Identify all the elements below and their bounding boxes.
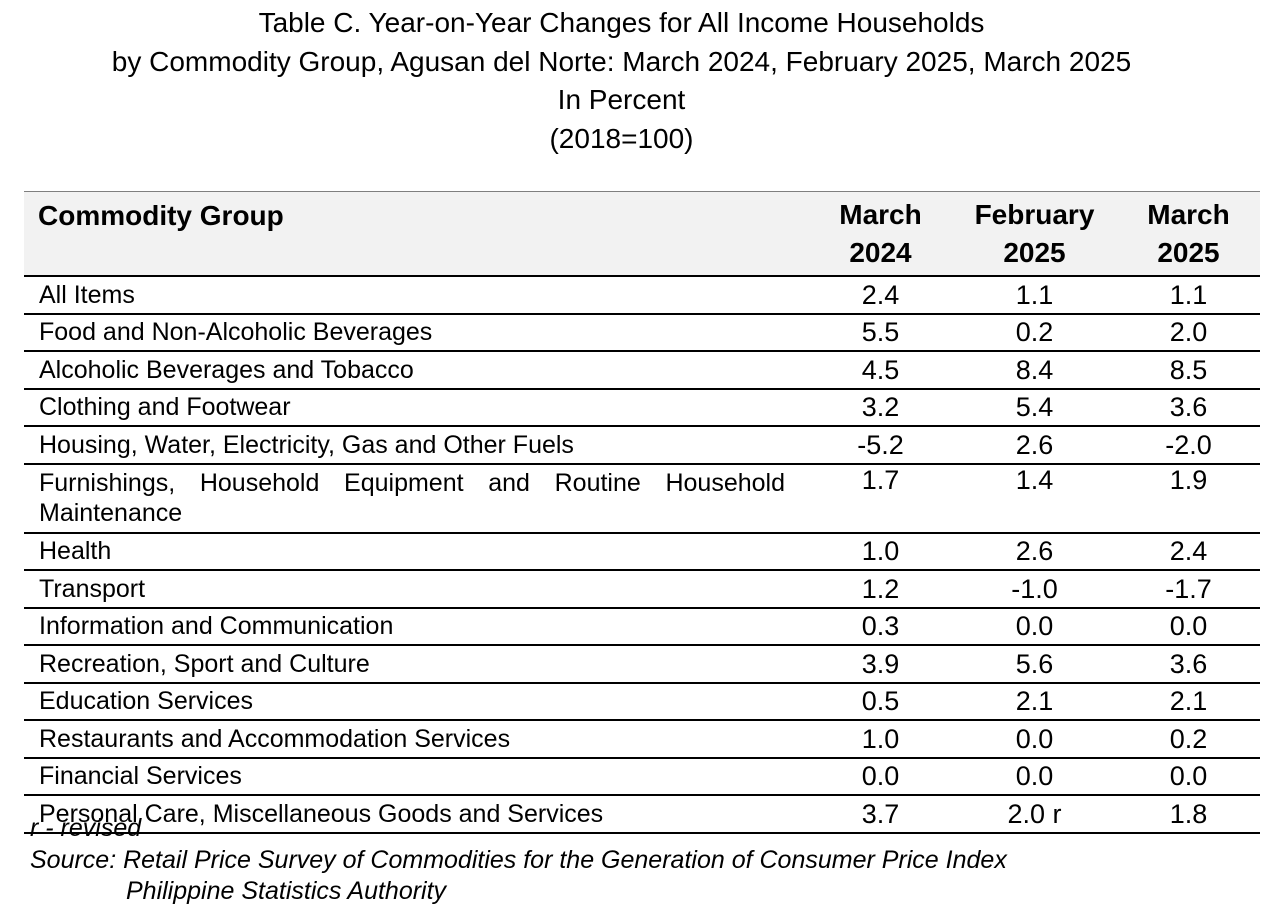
table-row: Health 1.0 2.6 2.4 xyxy=(24,532,1260,571)
value-march-2025: 2.4 xyxy=(1117,532,1260,571)
header-year: 2025 xyxy=(1157,236,1220,268)
value-march-2024: 3.9 xyxy=(809,645,952,684)
title-line-1: Table C. Year-on-Year Changes for All In… xyxy=(258,7,985,38)
table-row: Restaurants and Accommodation Services 1… xyxy=(24,720,1260,759)
header-year: 2024 xyxy=(849,236,912,268)
value-march-2025: 1.8 xyxy=(1117,795,1260,834)
title-line-2: by Commodity Group, Agusan del Norte: Ma… xyxy=(111,45,1132,77)
value-march-2025: 0.2 xyxy=(1117,720,1260,759)
value-march-2025: -1.7 xyxy=(1117,570,1260,609)
header-year: 2025 xyxy=(1003,236,1066,268)
header-month: February xyxy=(974,198,1095,230)
table-row: Furnishings, Household Equipment and Rou… xyxy=(24,463,1260,534)
commodity-name: Furnishings, Household Equipment and Rou… xyxy=(24,463,809,534)
table-row: Food and Non-Alcoholic Beverages 5.5 0.2… xyxy=(24,313,1260,352)
table-row: Housing, Water, Electricity, Gas and Oth… xyxy=(24,426,1260,465)
value-february-2025: -1.0 xyxy=(952,570,1117,609)
value-february-2025: 2.0 r xyxy=(952,795,1117,834)
value-march-2025: 8.5 xyxy=(1117,351,1260,390)
commodity-name: Financial Services xyxy=(24,757,809,796)
table-row: Transport 1.2 -1.0 -1.7 xyxy=(24,570,1260,609)
commodity-name: Personal Care, Miscellaneous Goods and S… xyxy=(24,795,809,834)
value-february-2025: 2.6 xyxy=(952,426,1117,465)
header-march-2024: March 2024 xyxy=(809,191,952,277)
source-agency: Philippine Statistics Authority xyxy=(126,877,447,905)
value-february-2025: 8.4 xyxy=(952,351,1117,390)
commodity-name: Transport xyxy=(24,570,809,609)
table-row: Education Services 0.5 2.1 2.1 xyxy=(24,682,1260,721)
value-march-2024: -5.2 xyxy=(809,426,952,465)
value-march-2024: 3.2 xyxy=(809,388,952,427)
value-march-2025: -2.0 xyxy=(1117,426,1260,465)
table-row: All Items 2.4 1.1 1.1 xyxy=(24,276,1260,315)
commodity-name: Education Services xyxy=(24,682,809,721)
value-march-2024: 0.5 xyxy=(809,682,952,721)
value-february-2025: 0.0 xyxy=(952,757,1117,796)
value-march-2024: 1.0 xyxy=(809,532,952,571)
value-february-2025: 0.2 xyxy=(952,313,1117,352)
value-february-2025: 5.4 xyxy=(952,388,1117,427)
header-february-2025: February 2025 xyxy=(952,191,1117,277)
commodity-name: Housing, Water, Electricity, Gas and Oth… xyxy=(24,426,809,465)
value-february-2025: 1.4 xyxy=(952,463,1117,534)
header-month: March xyxy=(839,198,922,230)
value-march-2024: 5.5 xyxy=(809,313,952,352)
commodity-name: Information and Communication xyxy=(24,607,809,646)
value-march-2025: 1.9 xyxy=(1117,463,1260,534)
commodity-table: Commodity Group March 2024 February 2025… xyxy=(24,191,1260,834)
title-line-3: In Percent xyxy=(557,84,686,115)
value-march-2024: 1.7 xyxy=(809,463,952,534)
commodity-name: Clothing and Footwear xyxy=(24,388,809,427)
table-row: Information and Communication 0.3 0.0 0.… xyxy=(24,607,1260,646)
footnotes: r - revised Source: Retail Price Survey … xyxy=(30,813,1007,908)
value-march-2024: 2.4 xyxy=(809,276,952,315)
value-february-2025: 5.6 xyxy=(952,645,1117,684)
table-row: Clothing and Footwear 3.2 5.4 3.6 xyxy=(24,388,1260,427)
value-february-2025: 1.1 xyxy=(952,276,1117,315)
value-march-2025: 3.6 xyxy=(1117,645,1260,684)
source-note: Source: Retail Price Survey of Commoditi… xyxy=(30,845,1007,874)
value-march-2025: 0.0 xyxy=(1117,757,1260,796)
value-march-2025: 2.1 xyxy=(1117,682,1260,721)
commodity-name: Alcoholic Beverages and Tobacco xyxy=(24,351,809,390)
table-header-row: Commodity Group March 2024 February 2025… xyxy=(24,191,1260,277)
value-march-2025: 0.0 xyxy=(1117,607,1260,646)
data-table-container: Commodity Group March 2024 February 2025… xyxy=(24,191,1260,834)
value-february-2025: 0.0 xyxy=(952,720,1117,759)
commodity-name: Food and Non-Alcoholic Beverages xyxy=(24,313,809,352)
value-march-2025: 1.1 xyxy=(1117,276,1260,315)
table-row: Alcoholic Beverages and Tobacco 4.5 8.4 … xyxy=(24,351,1260,390)
commodity-name: Recreation, Sport and Culture xyxy=(24,645,809,684)
header-march-2025: March 2025 xyxy=(1117,191,1260,277)
value-february-2025: 0.0 xyxy=(952,607,1117,646)
commodity-name: Health xyxy=(24,532,809,571)
value-march-2024: 4.5 xyxy=(809,351,952,390)
value-march-2025: 3.6 xyxy=(1117,388,1260,427)
value-february-2025: 2.6 xyxy=(952,532,1117,571)
revised-note: r - revised xyxy=(30,814,142,842)
value-february-2025: 2.1 xyxy=(952,682,1117,721)
header-commodity-group: Commodity Group xyxy=(24,191,809,277)
value-march-2024: 0.0 xyxy=(809,757,952,796)
header-month: March xyxy=(1147,198,1230,230)
commodity-name: All Items xyxy=(24,276,809,315)
value-march-2024: 1.0 xyxy=(809,720,952,759)
table-row: Recreation, Sport and Culture 3.9 5.6 3.… xyxy=(24,645,1260,684)
title-line-4: (2018=100) xyxy=(549,122,694,154)
commodity-name: Restaurants and Accommodation Services xyxy=(24,720,809,759)
table-row: Financial Services 0.0 0.0 0.0 xyxy=(24,757,1260,796)
value-march-2025: 2.0 xyxy=(1117,313,1260,352)
table-row: Personal Care, Miscellaneous Goods and S… xyxy=(24,795,1260,834)
value-march-2024: 0.3 xyxy=(809,607,952,646)
table-title: Table C. Year-on-Year Changes for All In… xyxy=(0,4,1243,158)
value-march-2024: 3.7 xyxy=(809,795,952,834)
value-march-2024: 1.2 xyxy=(809,570,952,609)
